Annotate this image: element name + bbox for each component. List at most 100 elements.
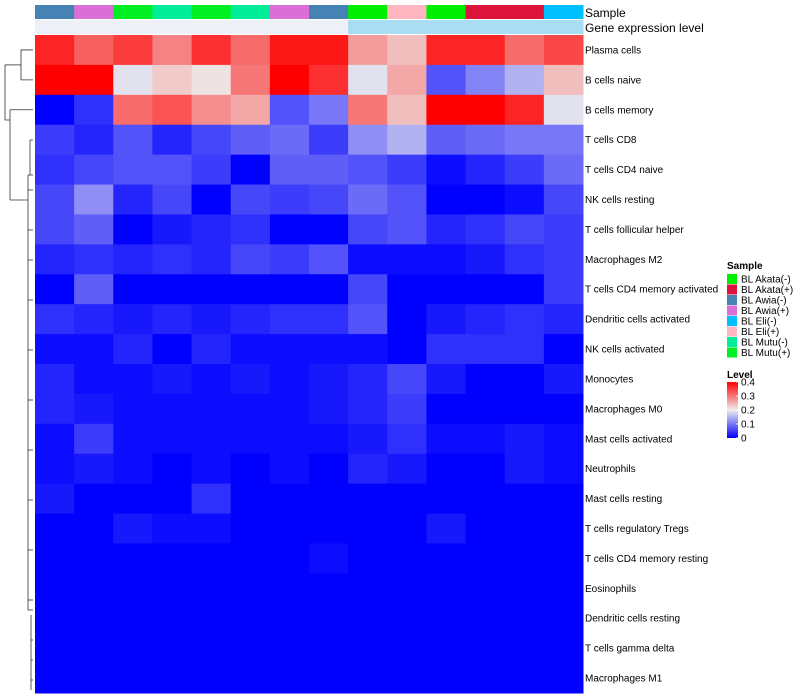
dendrogram-branch	[20, 49, 33, 81]
sample-legend-swatch	[727, 337, 737, 347]
row-label: Mast cells resting	[585, 494, 662, 505]
heatmap-cell	[309, 35, 349, 66]
row-label: Dendritic cells activated	[585, 315, 690, 326]
heatmap-cell	[269, 214, 310, 245]
heatmap-cell	[387, 573, 427, 604]
heatmap-cell	[504, 423, 545, 455]
expression-annotation-cell	[309, 20, 349, 34]
heatmap-cell	[465, 453, 506, 485]
heatmap-cell	[74, 483, 114, 515]
heatmap-cell	[387, 304, 427, 335]
heatmap-cell	[426, 274, 467, 305]
row-label: Mast cells activated	[585, 434, 672, 445]
heatmap-cell	[230, 154, 271, 186]
heatmap-cell	[269, 64, 310, 96]
heatmap-cell	[465, 334, 506, 365]
heatmap-cell	[230, 513, 271, 544]
heatmap-cell	[426, 154, 467, 186]
heatmap-cell	[152, 244, 193, 275]
heatmap-cell	[35, 663, 75, 694]
heatmap-cell	[152, 214, 193, 245]
heatmap-cell	[348, 35, 388, 66]
heatmap-cell	[309, 573, 349, 604]
row-label: T cells CD8	[585, 135, 637, 146]
heatmap-cell	[74, 214, 114, 245]
expression-annotation-label: Gene expression level	[585, 21, 704, 35]
heatmap-cell	[543, 573, 584, 604]
sample-legend-swatch	[727, 316, 737, 326]
heatmap-cell	[348, 603, 388, 634]
heatmap-cell	[543, 94, 584, 126]
sample-legend-label: BL Awia(+)	[741, 306, 789, 317]
heatmap-cell	[35, 364, 75, 395]
heatmap-cell	[348, 423, 388, 455]
heatmap-cell	[113, 334, 153, 365]
heatmap-cell	[74, 274, 114, 305]
heatmap-cell	[35, 633, 75, 664]
heatmap-cell	[35, 483, 75, 515]
level-colorbar	[727, 382, 738, 438]
heatmap-cell	[35, 304, 75, 335]
heatmap-cell	[309, 633, 349, 664]
heatmap-cell	[113, 184, 153, 215]
heatmap-cell	[74, 184, 114, 215]
heatmap-cell	[465, 244, 506, 275]
heatmap-cell	[113, 154, 153, 186]
heatmap-cell	[387, 423, 427, 455]
heatmap-cell	[426, 453, 467, 485]
heatmap-cell	[465, 304, 506, 335]
heatmap-cell	[191, 483, 232, 515]
heatmap-cell	[230, 483, 271, 515]
heatmap-cell	[35, 35, 75, 66]
heatmap-cell	[465, 513, 506, 544]
heatmap-cell	[230, 35, 271, 66]
heatmap-cell	[504, 663, 545, 694]
heatmap-cell	[426, 513, 467, 544]
heatmap-cell	[230, 304, 271, 335]
heatmap-cell	[74, 364, 114, 395]
heatmap-cell	[348, 214, 388, 245]
heatmap-cell	[543, 274, 584, 305]
heatmap-cell	[348, 364, 388, 395]
heatmap-cell	[269, 453, 310, 485]
heatmap-cell	[191, 244, 232, 275]
heatmap-cell	[465, 633, 506, 664]
heatmap-cell	[113, 304, 153, 335]
sample-legend-label: BL Akata(-)	[741, 275, 791, 286]
heatmap-cell	[387, 64, 427, 96]
sample-annotation-label: Sample	[585, 6, 626, 20]
heatmap-cell	[269, 154, 310, 186]
heatmap-cell	[230, 364, 271, 395]
sample-legend-swatch	[727, 347, 737, 358]
heatmap-cell	[191, 513, 232, 544]
heatmap-cell	[230, 393, 271, 425]
heatmap-cell	[35, 334, 75, 365]
heatmap-cell	[74, 64, 114, 96]
heatmap-cell	[191, 214, 232, 245]
expression-annotation-cell	[269, 20, 310, 34]
heatmap-cell	[269, 94, 310, 126]
heatmap-cell	[35, 573, 75, 604]
heatmap-cell	[465, 64, 506, 96]
heatmap-cell	[191, 364, 232, 395]
heatmap-cell	[348, 184, 388, 215]
heatmap-cell	[543, 124, 584, 156]
heatmap-cell	[113, 393, 153, 425]
heatmap-cell	[152, 423, 193, 455]
heatmap-cell	[269, 513, 310, 544]
heatmap-cell	[191, 423, 232, 455]
heatmap-cell	[504, 64, 545, 96]
heatmap-cell	[504, 393, 545, 425]
heatmap-cell	[309, 304, 349, 335]
expression-annotation-cell	[426, 20, 467, 34]
heatmap-cell	[465, 214, 506, 245]
heatmap-cell	[309, 154, 349, 186]
heatmap-cell	[35, 274, 75, 305]
heatmap-cell	[152, 35, 193, 66]
heatmap-cell	[230, 453, 271, 485]
sample-legend-swatch	[727, 284, 737, 295]
expression-annotation-cell	[230, 20, 271, 34]
heatmap-cell	[426, 663, 467, 694]
heatmap-cell	[191, 94, 232, 126]
heatmap-cell	[269, 304, 310, 335]
